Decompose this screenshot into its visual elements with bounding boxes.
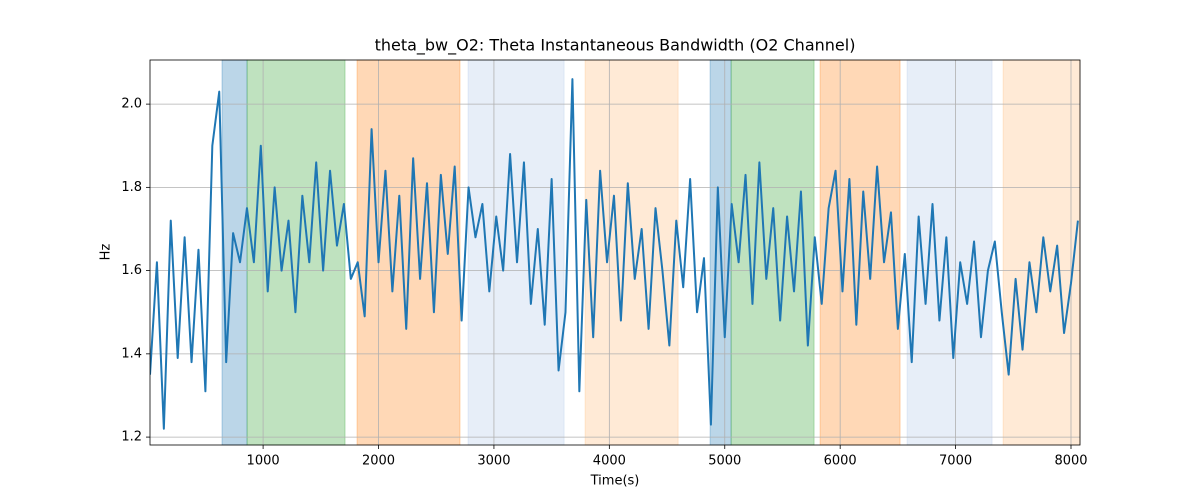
x-tick-label: 2000 <box>362 454 395 469</box>
y-axis-label: Hz <box>99 244 114 261</box>
plot-frame <box>149 59 1081 446</box>
x-tick-label: 1000 <box>247 454 280 469</box>
line <box>150 78 1079 430</box>
y-tick-label: 1.8 <box>121 180 142 195</box>
x-tick-label: 6000 <box>824 454 857 469</box>
y-tick-label: 2.0 <box>121 97 142 112</box>
span <box>221 59 248 446</box>
span <box>906 59 993 446</box>
x-tick-label: 3000 <box>477 454 510 469</box>
x-axis-label: Time(s) <box>590 474 640 489</box>
span <box>730 59 815 446</box>
x-tick-label: 5000 <box>708 454 741 469</box>
span <box>584 59 679 446</box>
x-tick-label: 8000 <box>1054 454 1087 469</box>
span <box>246 59 346 446</box>
x-tick-label: 7000 <box>939 454 972 469</box>
y-tick-label: 1.4 <box>121 346 142 361</box>
x-tick-label: 4000 <box>593 454 626 469</box>
chart-title: theta_bw_O2: Theta Instantaneous Bandwid… <box>375 36 856 56</box>
y-tick-label: 1.2 <box>121 430 142 445</box>
y-tick-label: 1.6 <box>121 263 142 278</box>
